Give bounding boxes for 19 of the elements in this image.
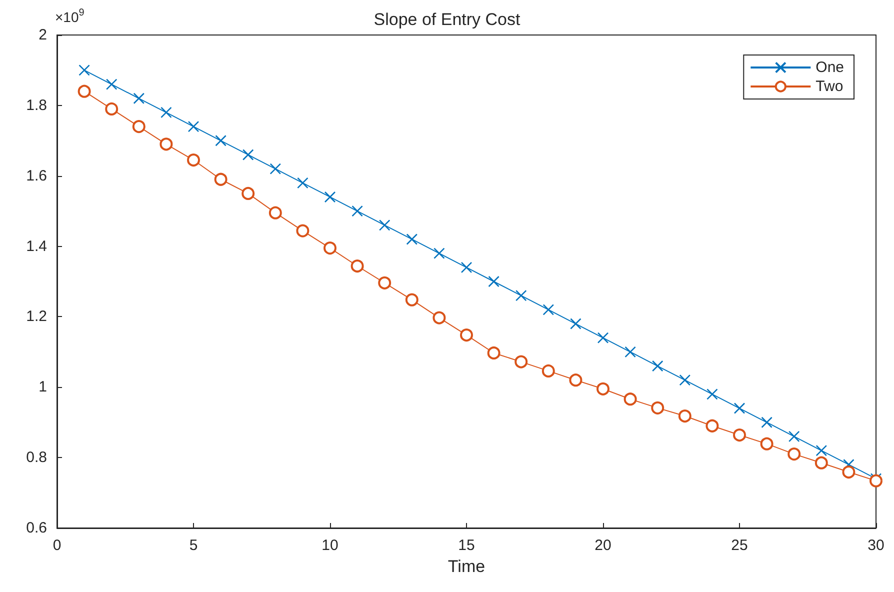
x-tick-label: 15 [458, 537, 475, 554]
y-tick-label: 1.4 [26, 238, 47, 255]
y-tick-label: 1.6 [26, 167, 47, 184]
x-axis-title: Time [448, 557, 486, 576]
x-tick-label: 30 [868, 537, 884, 554]
y-tick-label: 1.2 [26, 308, 47, 326]
y-tick-label: 1 [38, 378, 47, 396]
y-tick-label: 2 [38, 26, 47, 44]
x-tick-label: 0 [52, 537, 62, 554]
x-tick-label: 5 [189, 537, 198, 554]
legend-label: Two [816, 78, 844, 95]
y-tick-label: 0.8 [26, 449, 47, 466]
x-tick-label: 20 [594, 537, 612, 554]
x-tick-label: 10 [322, 537, 338, 554]
x-tick-label: 25 [731, 537, 748, 554]
y-tick-label: 0.6 [26, 520, 47, 536]
chart-title: Slope of Entry Cost [374, 10, 520, 29]
y-tick-label: 1.8 [26, 96, 47, 114]
legend-label: One [816, 59, 844, 76]
